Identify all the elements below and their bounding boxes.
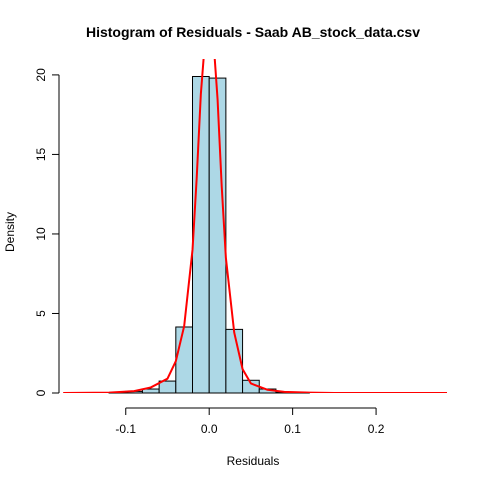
y-axis: 0 5 10 15 20 <box>34 68 60 396</box>
density-curve-layer <box>63 59 447 393</box>
y-axis-label: Density <box>3 212 17 252</box>
x-tick-label: 0.1 <box>284 422 301 436</box>
y-tick-label: 20 <box>34 68 48 82</box>
density-curve <box>63 59 447 393</box>
x-tick-label: 0.0 <box>201 422 218 436</box>
x-tick-label: 0.2 <box>368 422 385 436</box>
histogram-bar-5 <box>192 75 210 394</box>
x-axis: -0.1 0.0 0.1 0.2 <box>115 407 385 436</box>
y-tick-label: 0 <box>34 389 48 396</box>
y-tick-label: 5 <box>34 310 48 317</box>
x-tick-label: -0.1 <box>115 422 136 436</box>
x-axis-label: Residuals <box>227 454 280 468</box>
histogram-bars <box>108 75 310 394</box>
y-tick-label: 15 <box>34 147 48 161</box>
chart-title: Histogram of Residuals - Saab AB_stock_d… <box>86 24 420 40</box>
y-tick-label: 10 <box>34 227 48 241</box>
histogram-bar-4 <box>175 326 194 394</box>
histogram-bar-6 <box>208 77 227 394</box>
